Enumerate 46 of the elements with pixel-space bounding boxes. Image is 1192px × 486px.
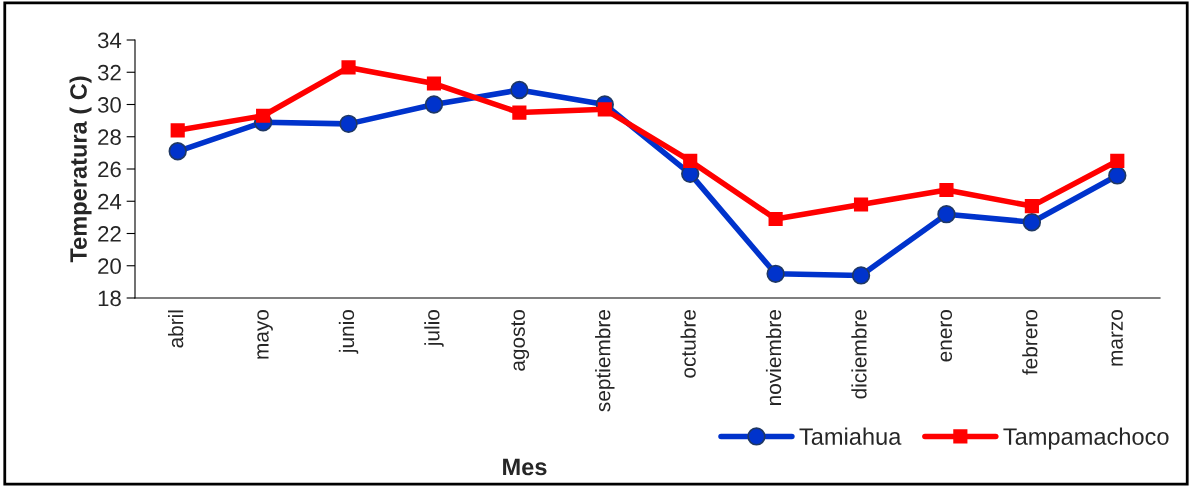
x-tick-label: diciembre — [851, 310, 867, 399]
point — [510, 80, 529, 100]
point — [256, 108, 271, 123]
point — [1110, 153, 1125, 169]
point — [339, 114, 358, 134]
point — [853, 197, 869, 212]
point — [426, 76, 442, 91]
x-axis-title: Mes — [503, 458, 547, 476]
y-tick-label: 32 — [97, 64, 121, 81]
point — [170, 123, 185, 138]
x-tick-label: agosto — [511, 309, 530, 371]
y-tick-label: 30 — [97, 97, 121, 113]
point — [683, 153, 698, 169]
point — [766, 264, 785, 283]
x-tick-label: noviembre — [765, 310, 782, 405]
point — [1108, 166, 1127, 185]
x-tick-label: marzo — [1111, 309, 1123, 366]
point — [1024, 199, 1039, 214]
x-tick-label: julio — [424, 309, 444, 347]
point — [939, 182, 954, 198]
y-tick-label: 18 — [98, 290, 121, 307]
legend-label: Tamiahua — [799, 427, 902, 445]
point — [341, 60, 356, 75]
legend-label: Tampamachoco — [1003, 427, 1169, 450]
x-tick-label: febrero — [1022, 309, 1038, 375]
x-tick-label: septiembre — [595, 310, 615, 412]
y-tick-label: 24 — [98, 193, 122, 210]
y-tick-label: 28 — [98, 129, 121, 146]
x-tick-label: octubre — [680, 310, 696, 378]
point — [851, 266, 871, 285]
y-tick-label: 34 — [97, 32, 122, 49]
x-tick-label: junio — [338, 309, 359, 354]
point — [768, 211, 783, 227]
point — [168, 142, 187, 161]
point — [597, 102, 612, 117]
point — [424, 95, 444, 114]
y-tick-label: 26 — [98, 161, 121, 178]
x-tick-label: abril — [168, 310, 184, 348]
point — [937, 204, 956, 224]
x-tick-label: mayo — [257, 309, 273, 359]
x-tick-label: enero — [940, 309, 953, 362]
point — [512, 105, 527, 120]
point — [1022, 213, 1042, 232]
y-tick-label: 22 — [98, 226, 121, 242]
y-tick-label: 20 — [98, 258, 121, 275]
y-axis-title: Temperatura ( C) — [69, 76, 92, 263]
